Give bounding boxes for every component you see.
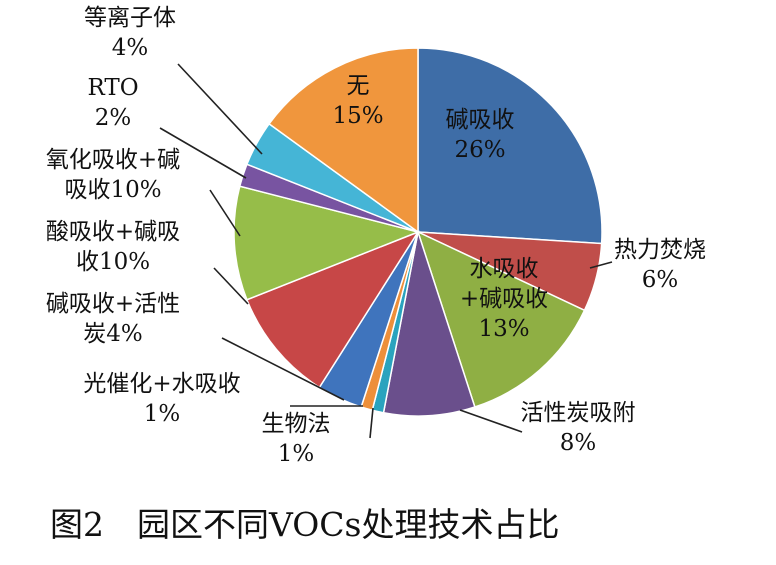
leader-line — [177, 63, 263, 155]
slice-label: 生物法 1% — [262, 411, 331, 467]
slice-label: 无 15% — [332, 73, 383, 129]
leader-line — [209, 189, 241, 237]
slice-label: 热力焚烧 6% — [614, 237, 706, 293]
pie-slice — [416, 230, 586, 408]
slice-label: RTO 2% — [87, 75, 138, 131]
leader-line — [589, 261, 613, 269]
pie-slice — [417, 47, 603, 245]
leader-lines — [159, 63, 613, 439]
slice-label: 等离子体 4% — [84, 5, 176, 61]
slice-label: 水吸收+碱吸收 13% — [460, 256, 548, 342]
pie-slice — [268, 47, 419, 234]
leader-line — [221, 337, 345, 401]
slice-label: 酸吸收+碱吸收10% — [46, 219, 180, 275]
leader-line — [369, 407, 374, 439]
leader-line — [159, 127, 247, 179]
pie-slice — [233, 185, 421, 301]
slice-label: 碱吸收 26% — [446, 107, 515, 163]
leader-line — [459, 409, 523, 433]
slice-label: 活性炭吸附 8% — [521, 400, 636, 456]
slice-label: 碱吸收+活性炭4% — [46, 291, 180, 347]
slice-label: 光催化+水吸收 1% — [83, 371, 240, 427]
pie-slices — [233, 47, 603, 417]
pie-slice — [382, 231, 476, 417]
slice-labels: 碱吸收 26% 热力焚烧 6% 水吸收+碱吸收 13% 活性炭吸附 8% 生物法 1% 光催化+水吸… — [46, 5, 706, 467]
slice-label: 氧化吸收+碱吸收10% — [46, 147, 180, 203]
figure-caption: 图2 园区不同VOCs处理技术占比 — [50, 505, 560, 544]
leader-line — [213, 267, 249, 305]
